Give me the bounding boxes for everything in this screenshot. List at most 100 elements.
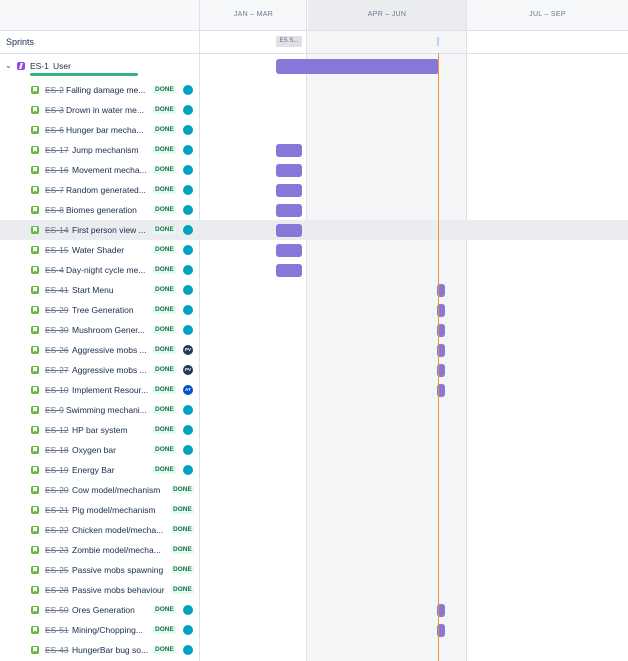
status-badge[interactable]: DONE (153, 286, 176, 294)
avatar[interactable] (183, 325, 193, 335)
issue-key[interactable]: ES-21 (45, 505, 69, 515)
issue-timeline-bar[interactable] (437, 624, 445, 637)
issue-key[interactable]: ES-23 (45, 545, 69, 555)
avatar[interactable]: AT (183, 385, 193, 395)
issue-row[interactable]: ES-51 Mining/Chopping... DONE (0, 620, 628, 640)
issue-key[interactable]: ES-12 (45, 425, 69, 435)
avatar[interactable] (183, 625, 193, 635)
issue-row[interactable]: ES-6 Hunger bar mecha... DONE (0, 120, 628, 140)
issue-key[interactable]: ES-19 (45, 465, 69, 475)
avatar[interactable] (183, 445, 193, 455)
issue-key[interactable]: ES-9 (45, 405, 64, 415)
issue-row[interactable]: ES-20 Cow model/mechanism DONE (0, 480, 628, 500)
issue-summary[interactable]: First person view ... (72, 225, 146, 235)
status-badge[interactable]: DONE (153, 446, 176, 454)
issue-key[interactable]: ES-15 (45, 245, 69, 255)
issue-key[interactable]: ES-30 (45, 325, 69, 335)
status-badge[interactable]: DONE (153, 166, 176, 174)
issue-row[interactable]: ES-2 Falling damage me... DONE (0, 80, 628, 100)
issue-key[interactable]: ES-14 (45, 225, 69, 235)
issue-key[interactable]: ES-28 (45, 585, 69, 595)
issue-summary[interactable]: Water Shader (72, 245, 125, 255)
issue-summary[interactable]: Falling damage me... (66, 85, 146, 95)
issue-row[interactable]: ES-27 Aggressive mobs ... DONE PV (0, 360, 628, 380)
issue-timeline-bar[interactable] (276, 184, 302, 197)
issue-summary[interactable]: Passive mobs spawning (72, 565, 164, 575)
issue-key[interactable]: ES-18 (45, 445, 69, 455)
issue-key[interactable]: ES-20 (45, 485, 69, 495)
status-badge[interactable]: DONE (171, 566, 194, 574)
issue-summary[interactable]: Start Menu (72, 285, 114, 295)
issue-timeline-bar[interactable] (437, 604, 445, 617)
issue-row[interactable]: ES-10 Implement Resour... DONE AT (0, 380, 628, 400)
issue-row[interactable]: ES-21 Pig model/mechanism DONE (0, 500, 628, 520)
issue-timeline-bar[interactable] (437, 384, 445, 397)
issue-key[interactable]: ES-6 (45, 125, 64, 135)
issue-summary[interactable]: Movement mecha... (72, 165, 147, 175)
issue-key[interactable]: ES-41 (45, 285, 69, 295)
issue-timeline-bar[interactable] (276, 244, 302, 257)
issue-summary[interactable]: Drown in water me... (66, 105, 144, 115)
issue-summary[interactable]: Aggressive mobs ... (72, 365, 147, 375)
issue-key[interactable]: ES-27 (45, 365, 69, 375)
avatar[interactable] (183, 85, 193, 95)
issue-row[interactable]: ES-17 Jump mechanism DONE (0, 140, 628, 160)
issue-row[interactable]: ES-12 HP bar system DONE (0, 420, 628, 440)
epic-timeline-bar[interactable] (276, 59, 439, 74)
issue-timeline-bar[interactable] (437, 364, 445, 377)
status-badge[interactable]: DONE (153, 626, 176, 634)
status-badge[interactable]: DONE (153, 126, 176, 134)
issue-row[interactable]: ES-43 HungerBar bug so... DONE (0, 640, 628, 660)
issue-row[interactable]: ES-8 Biomes generation DONE (0, 200, 628, 220)
status-badge[interactable]: DONE (153, 466, 176, 474)
avatar[interactable] (183, 645, 193, 655)
status-badge[interactable]: DONE (153, 646, 176, 654)
issue-row[interactable]: ES-50 Ores Generation DONE (0, 600, 628, 620)
issue-summary[interactable]: Hunger bar mecha... (66, 125, 144, 135)
avatar[interactable]: PV (183, 365, 193, 375)
issue-row[interactable]: ES-9 Swimming mechani... DONE (0, 400, 628, 420)
avatar[interactable] (183, 465, 193, 475)
issue-summary[interactable]: Jump mechanism (72, 145, 139, 155)
issue-summary[interactable]: Energy Bar (72, 465, 115, 475)
issue-key[interactable]: ES-3 (45, 105, 64, 115)
issue-row[interactable]: ES-4 Day-night cycle me... DONE (0, 260, 628, 280)
issue-row[interactable]: ES-30 Mushroom Gener... DONE (0, 320, 628, 340)
issue-timeline-bar[interactable] (437, 304, 445, 317)
issue-summary[interactable]: Swimming mechani... (66, 405, 147, 415)
avatar[interactable] (183, 125, 193, 135)
issue-key[interactable]: ES-10 (45, 385, 69, 395)
status-badge[interactable]: DONE (153, 606, 176, 614)
status-badge[interactable]: DONE (153, 366, 176, 374)
issue-timeline-bar[interactable] (276, 264, 302, 277)
issue-summary[interactable]: Cow model/mechanism (72, 485, 161, 495)
epic-row[interactable]: ⌄ ES-1 User (0, 56, 628, 76)
issue-row[interactable]: ES-22 Chicken model/mecha... DONE (0, 520, 628, 540)
issue-key[interactable]: ES-43 (45, 645, 69, 655)
issue-key[interactable]: ES-50 (45, 605, 69, 615)
status-badge[interactable]: DONE (171, 526, 194, 534)
status-badge[interactable]: DONE (153, 106, 176, 114)
issue-key[interactable]: ES-25 (45, 565, 69, 575)
status-badge[interactable]: DONE (171, 546, 194, 554)
status-badge[interactable]: DONE (153, 406, 176, 414)
issue-row[interactable]: ES-28 Passive mobs behaviour DONE (0, 580, 628, 600)
status-badge[interactable]: DONE (171, 486, 194, 494)
status-badge[interactable]: DONE (153, 266, 176, 274)
status-badge[interactable]: DONE (153, 386, 176, 394)
avatar[interactable] (183, 145, 193, 155)
issue-row[interactable]: ES-25 Passive mobs spawning DONE (0, 560, 628, 580)
status-badge[interactable]: DONE (153, 206, 176, 214)
epic-key[interactable]: ES-1 (30, 61, 49, 71)
avatar[interactable] (183, 405, 193, 415)
issue-timeline-bar[interactable] (437, 284, 445, 297)
status-badge[interactable]: DONE (171, 506, 194, 514)
status-badge[interactable]: DONE (153, 146, 176, 154)
issue-key[interactable]: ES-16 (45, 165, 69, 175)
issue-key[interactable]: ES-8 (45, 205, 64, 215)
issue-row[interactable]: ES-3 Drown in water me... DONE (0, 100, 628, 120)
issue-row[interactable]: ES-7 Random generated... DONE (0, 180, 628, 200)
issue-key[interactable]: ES-51 (45, 625, 69, 635)
issue-row[interactable]: ES-15 Water Shader DONE (0, 240, 628, 260)
issue-key[interactable]: ES-26 (45, 345, 69, 355)
